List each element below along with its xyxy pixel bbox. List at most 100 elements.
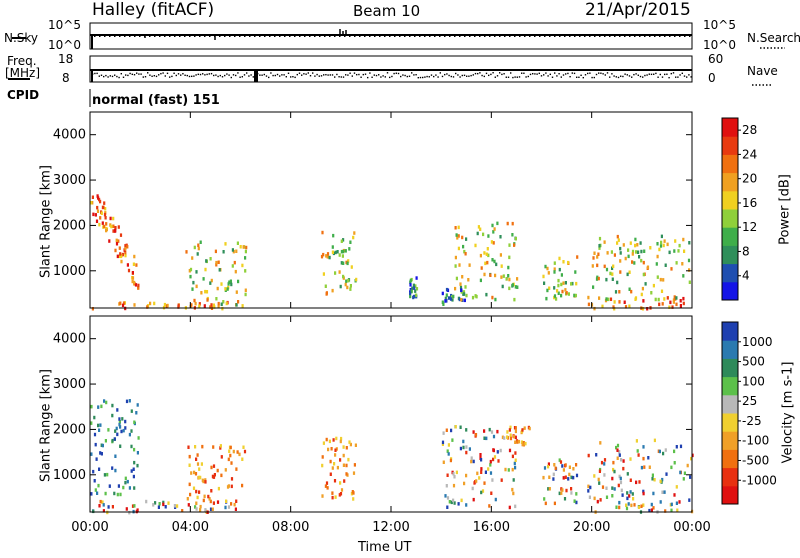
power-echo-cell xyxy=(348,247,351,251)
nave-series-dot xyxy=(191,75,193,78)
velocity-echo-cell xyxy=(489,471,493,475)
velocity-echo-cell xyxy=(547,464,550,469)
power-echo-cell xyxy=(245,245,248,250)
velocity-echo-cell xyxy=(224,505,227,510)
power-background xyxy=(90,112,692,308)
velocity-echo-cell xyxy=(195,489,198,494)
nave-series-dot xyxy=(631,76,633,78)
velocity-echo-cell xyxy=(445,428,448,432)
nave-series-dot xyxy=(472,74,474,76)
power-echo-cell xyxy=(553,261,556,265)
freq-label: Freq. xyxy=(7,54,37,68)
power-echo-cell xyxy=(618,300,621,304)
velocity-echo-cell xyxy=(471,486,474,491)
velocity-echo-cell xyxy=(564,463,567,467)
nave-series-dot xyxy=(162,72,164,74)
nave-series-dot xyxy=(620,75,622,77)
power-echo-cell xyxy=(196,252,199,256)
power-echo-cell xyxy=(459,285,463,290)
power-echo-cell xyxy=(546,288,549,293)
power-echo-cell xyxy=(659,244,663,248)
power-echo-cell xyxy=(188,269,191,273)
power-echo-cell xyxy=(479,227,482,231)
nave-series-dot xyxy=(307,72,309,74)
velocity-echo-cell xyxy=(132,467,135,471)
velocity-echo-cell xyxy=(118,417,121,421)
nave-series-dot xyxy=(349,72,351,74)
power-echo-cell xyxy=(467,278,470,282)
nave-series-dot xyxy=(180,74,182,76)
velocity-echo-cell xyxy=(445,484,448,488)
power-echo-cell xyxy=(116,254,119,259)
power-echo-cell xyxy=(133,280,136,285)
velocity-echo-cell xyxy=(130,469,133,473)
nave-series-dot xyxy=(681,72,683,75)
velocity-echo-cell xyxy=(227,457,230,462)
power-echo-cell xyxy=(355,277,358,282)
power-echo-cell xyxy=(96,209,100,213)
power-echo-cell xyxy=(616,234,619,239)
power-echo-cell xyxy=(118,246,121,250)
nave-series-dot xyxy=(459,76,461,78)
power-colorbar-tick-label: 16 xyxy=(742,196,757,210)
velocity-echo-cell xyxy=(336,465,339,470)
velocity-echo-cell xyxy=(640,504,643,508)
power-echo-cell xyxy=(205,259,208,263)
power-echo-cell xyxy=(411,286,414,291)
velocity-echo-cell xyxy=(478,476,481,480)
velocity-echo-cell xyxy=(625,506,629,511)
power-echo-cell xyxy=(609,271,612,276)
velocity-echo-cell xyxy=(124,426,127,430)
freq-gap-mark xyxy=(254,70,258,82)
velocity-colorbar-tick-label: -500 xyxy=(742,453,769,467)
nave-series-dot xyxy=(477,72,479,75)
velocity-echo-cell xyxy=(124,480,127,485)
velocity-echo-cell xyxy=(176,504,179,508)
nave-series-dot xyxy=(613,75,615,77)
velocity-echo-cell xyxy=(611,476,614,481)
power-echo-cell xyxy=(491,258,494,262)
velocity-echo-cell xyxy=(101,443,104,448)
velocity-echo-cell xyxy=(162,502,165,507)
velocity-echo-cell xyxy=(111,466,114,470)
power-echo-cell xyxy=(133,254,136,259)
time-tick-label: 04:00 xyxy=(172,520,209,535)
velocity-echo-cell xyxy=(462,445,465,450)
velocity-echo-cell xyxy=(327,447,330,452)
nave-series-dot xyxy=(507,76,510,78)
nave-series-dot xyxy=(521,72,523,74)
power-echo-cell xyxy=(236,241,239,245)
power-echo-cell xyxy=(209,257,212,261)
power-echo-cell xyxy=(412,283,415,288)
velocity-echo-cell xyxy=(648,465,651,469)
velocity-echo-cell xyxy=(513,434,516,439)
power-ytick-label: 3000 xyxy=(53,173,86,188)
power-echo-cell xyxy=(112,216,115,221)
power-echo-cell xyxy=(203,304,206,308)
power-echo-cell xyxy=(409,278,412,283)
velocity-echo-cell xyxy=(196,462,200,466)
power-echo-cell xyxy=(570,282,573,286)
power-echo-cell xyxy=(242,245,245,249)
power-echo-cell xyxy=(592,285,595,289)
velocity-echo-cell xyxy=(334,448,337,452)
nave-series-dot xyxy=(664,73,666,76)
power-echo-cell xyxy=(105,226,108,231)
nave-series-dot xyxy=(221,76,224,78)
velocity-echo-cell xyxy=(321,463,324,468)
power-echo-cell xyxy=(118,254,121,258)
velocity-echo-cell xyxy=(220,473,223,478)
velocity-echo-cell xyxy=(500,478,503,482)
power-echo-cell xyxy=(115,242,119,246)
velocity-echo-cell xyxy=(603,458,607,462)
velocity-echo-cell xyxy=(212,464,216,468)
nsearch-label: N.Search xyxy=(747,31,800,45)
nave-series-dot xyxy=(494,76,496,78)
velocity-echo-cell xyxy=(508,448,512,453)
power-colorbar-frame xyxy=(721,117,739,301)
power-echo-cell xyxy=(104,211,107,215)
nave-series-dot xyxy=(600,72,602,74)
power-echo-cell xyxy=(593,251,596,255)
nave-series-dot xyxy=(598,72,600,74)
velocity-echo-cell xyxy=(603,462,606,466)
